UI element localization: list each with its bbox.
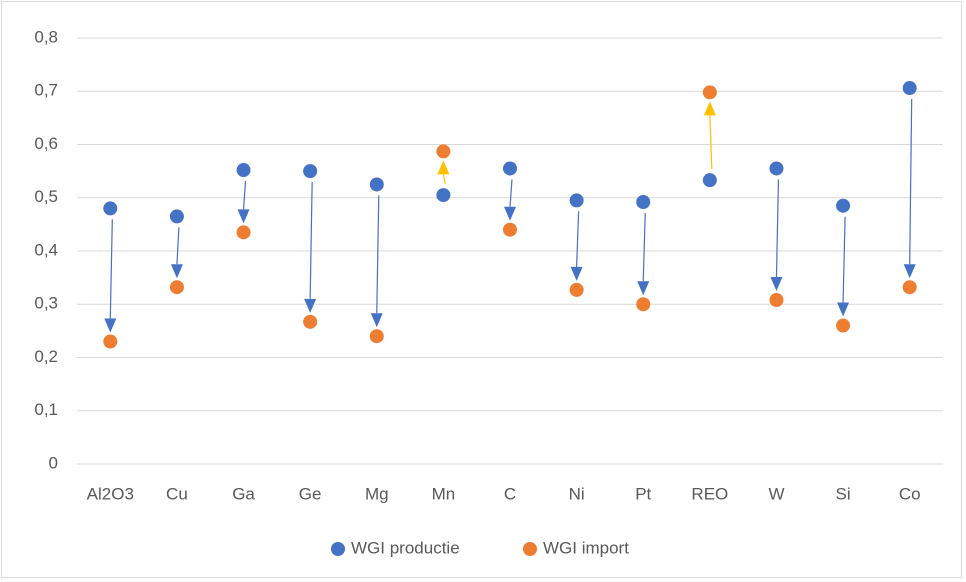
- arrow-head: [170, 264, 183, 279]
- dot: [836, 318, 851, 333]
- arrow-shaft: [642, 212, 646, 282]
- x-tick-label: Ge: [299, 484, 322, 503]
- dot: [769, 161, 784, 176]
- arrow-shaft: [709, 115, 713, 170]
- dot: [569, 282, 584, 297]
- arrow-shaft: [442, 174, 446, 185]
- arrow-shaft: [509, 179, 513, 207]
- legend-marker: [331, 542, 345, 556]
- arrow-head: [770, 276, 783, 291]
- dot: [103, 201, 118, 216]
- arrow-head: [370, 313, 383, 328]
- arrow-shaft: [576, 211, 580, 267]
- arrow-head: [837, 302, 850, 317]
- y-tick-label: 0,8: [34, 27, 58, 46]
- x-tick-label: Al2O3: [87, 484, 134, 503]
- y-tick-label: 0,2: [34, 347, 58, 366]
- dot: [169, 280, 184, 295]
- dot: [103, 334, 118, 349]
- y-tick-label: 0,6: [34, 134, 58, 153]
- arrow-head: [903, 264, 916, 279]
- arrow-shaft: [376, 195, 380, 314]
- x-tick-label: Pt: [635, 484, 651, 503]
- x-tick-label: Si: [836, 484, 851, 503]
- x-tick-label: Co: [899, 484, 921, 503]
- arrow-head: [570, 266, 583, 281]
- x-tick-label: Mn: [432, 484, 456, 503]
- dot: [636, 195, 651, 210]
- arrow-shaft: [909, 99, 913, 265]
- dot: [902, 280, 917, 295]
- y-tick-label: 0,4: [34, 240, 58, 259]
- y-tick-label: 0,3: [34, 294, 58, 313]
- dot: [636, 297, 651, 312]
- y-tick-label: 0: [49, 453, 58, 472]
- y-tick-label: 0,1: [34, 400, 58, 419]
- arrow-shaft: [842, 216, 846, 303]
- arrow-head: [437, 160, 450, 175]
- arrow-shaft: [109, 219, 113, 319]
- dot: [303, 314, 318, 329]
- x-tick-label: Mg: [365, 484, 389, 503]
- y-tick-label: 0,5: [34, 187, 58, 206]
- y-tick-label: 0,7: [34, 81, 58, 100]
- arrow-head: [703, 101, 716, 116]
- arrow-shaft: [309, 182, 313, 299]
- dot: [369, 329, 384, 344]
- arrow-shaft: [176, 227, 180, 265]
- arrow-head: [104, 318, 117, 333]
- arrow-head: [637, 281, 650, 296]
- dot: [369, 177, 384, 192]
- dot: [702, 173, 717, 188]
- dot: [236, 225, 251, 240]
- dot: [436, 188, 451, 203]
- dot: [503, 161, 517, 176]
- legend-label: WGI productie: [351, 538, 460, 557]
- arrow-shaft: [242, 181, 247, 210]
- legend-marker: [523, 542, 537, 556]
- dot: [836, 198, 851, 213]
- dot: [769, 292, 784, 307]
- arrow-head: [237, 209, 250, 224]
- x-tick-label: REO: [691, 484, 728, 503]
- x-tick-label: Ga: [232, 484, 255, 503]
- dot: [902, 81, 917, 96]
- arrow-head: [504, 206, 516, 221]
- dot: [702, 85, 717, 100]
- x-tick-label: Cu: [166, 484, 188, 503]
- dot: [169, 209, 184, 224]
- arrow-head: [304, 298, 317, 313]
- legend-label: WGI import: [543, 538, 629, 557]
- dot: [436, 144, 451, 159]
- dot: [303, 164, 318, 179]
- dot: [569, 193, 584, 208]
- x-tick-label: W: [768, 484, 784, 503]
- x-tick-label: Ni: [569, 484, 585, 503]
- arrow-shaft: [775, 179, 780, 278]
- x-tick-label: C: [504, 484, 516, 503]
- dot: [236, 163, 251, 178]
- dot: [503, 222, 517, 237]
